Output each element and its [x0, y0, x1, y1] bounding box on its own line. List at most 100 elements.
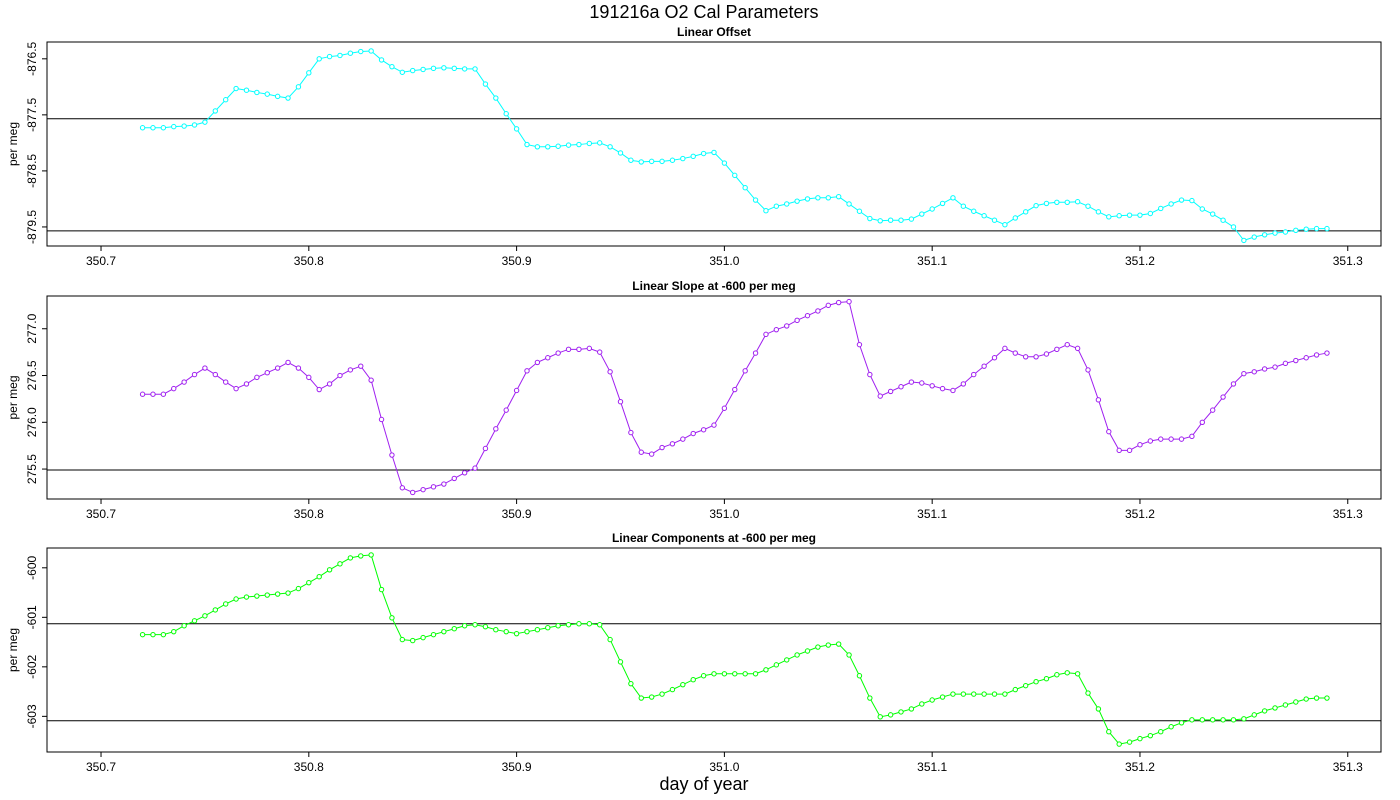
data-point: [752, 197, 759, 203]
data-point: [1137, 212, 1143, 218]
data-point: [711, 422, 717, 428]
data-point: [337, 372, 343, 379]
data-point: [358, 363, 364, 369]
data-point: [898, 384, 904, 390]
x-tick-label: 350.8: [294, 760, 324, 774]
data-point: [264, 592, 270, 598]
data-point: [316, 574, 322, 580]
data-point: [1303, 696, 1309, 702]
data-point: [358, 553, 364, 559]
data-point: [1106, 214, 1112, 220]
data-point: [565, 142, 572, 148]
data-point: [420, 66, 426, 73]
data-point: [1085, 367, 1091, 373]
data-point: [326, 53, 333, 60]
data-point: [950, 387, 956, 394]
data-point: [794, 317, 800, 324]
data-point: [752, 671, 759, 677]
x-tick-label: 351.1: [917, 507, 947, 521]
data-point: [1199, 419, 1206, 425]
data-point: [887, 712, 894, 718]
data-point: [690, 430, 696, 437]
data-point: [1064, 670, 1070, 676]
data-point: [617, 399, 624, 405]
data-point: [1241, 716, 1247, 722]
data-point: [1282, 229, 1289, 235]
data-point: [1168, 201, 1174, 207]
data-point: [420, 634, 426, 641]
data-point: [274, 591, 281, 597]
data-point: [461, 66, 468, 72]
data-point: [139, 631, 146, 638]
data-point: [669, 686, 676, 693]
data-point: [877, 218, 883, 224]
data-point: [399, 636, 406, 643]
data-point: [835, 193, 842, 200]
data-point: [784, 323, 790, 329]
data-point: [243, 87, 250, 93]
x-tick-label: 350.9: [502, 254, 532, 268]
data-point: [950, 691, 956, 697]
data-point: [846, 298, 852, 305]
data-point: [669, 441, 676, 447]
data-point: [306, 70, 312, 76]
data-point: [1313, 695, 1320, 701]
data-point: [441, 628, 447, 635]
data-point: [545, 355, 551, 361]
data-point: [534, 626, 541, 633]
data-point: [846, 201, 852, 207]
data-point: [493, 626, 499, 633]
data-point: [1074, 671, 1081, 677]
y-tick-label: -600: [25, 555, 39, 579]
y-axis-label: per meg: [6, 122, 20, 166]
data-point: [1189, 197, 1195, 204]
data-point: [1158, 205, 1164, 212]
data-point: [752, 350, 759, 356]
data-point: [233, 596, 239, 602]
data-point: [1116, 741, 1122, 747]
data-point: [171, 123, 177, 130]
data-point: [1074, 345, 1081, 352]
data-point: [358, 48, 364, 55]
data-point: [617, 659, 624, 665]
data-point: [1293, 699, 1299, 705]
chart-title: 191216a O2 Cal Parameters: [589, 2, 818, 22]
data-point: [254, 374, 260, 381]
data-point: [472, 622, 478, 628]
data-point: [991, 691, 998, 697]
data-point: [773, 326, 780, 333]
y-tick-label: -602: [25, 655, 39, 679]
data-point: [1220, 394, 1226, 400]
x-tick-label: 351.2: [1125, 760, 1155, 774]
data-point: [680, 681, 686, 688]
data-point: [1324, 225, 1330, 232]
data-point: [981, 691, 987, 697]
data-point: [1178, 436, 1185, 442]
data-point: [804, 648, 811, 654]
data-point: [1022, 209, 1029, 215]
data-point: [576, 621, 582, 627]
data-point: [1282, 702, 1289, 708]
data-point: [274, 365, 281, 371]
data-point: [960, 203, 967, 209]
data-point: [1189, 433, 1195, 440]
data-point: [1168, 724, 1174, 730]
data-point: [763, 331, 769, 338]
data-point: [482, 624, 489, 630]
data-point: [1043, 200, 1050, 207]
data-point: [420, 486, 426, 493]
data-point: [1147, 732, 1154, 739]
data-point: [212, 108, 219, 114]
data-point: [337, 52, 343, 59]
data-point: [222, 97, 229, 103]
data-point: [597, 140, 603, 146]
x-tick-label: 351.1: [917, 254, 947, 268]
panel-title: Linear Slope at -600 per meg: [632, 279, 795, 293]
data-point: [451, 626, 457, 632]
data-point: [316, 56, 322, 62]
data-point: [524, 368, 530, 374]
y-axis-label: per meg: [6, 375, 20, 419]
data-point: [1095, 397, 1102, 403]
data-point: [295, 365, 302, 371]
